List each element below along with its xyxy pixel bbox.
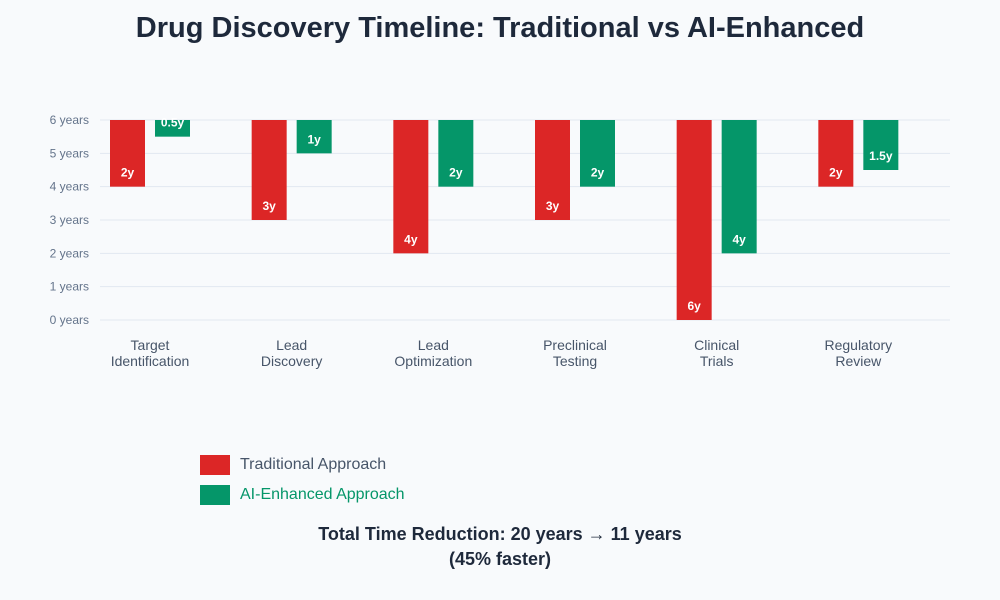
bar-value-label: 0.5y	[161, 116, 185, 130]
bar-traditional	[251, 120, 287, 220]
bar-traditional	[818, 120, 854, 187]
bar-value-label: 4y	[732, 232, 746, 246]
category-label: Testing	[553, 353, 597, 369]
y-tick-label: 0 years	[50, 313, 89, 327]
category-label: Trials	[700, 353, 734, 369]
y-tick-label: 2 years	[50, 246, 89, 260]
bar-value-label: 2y	[121, 166, 135, 180]
legend-item-ai: AI-Enhanced Approach	[200, 480, 405, 510]
y-tick-label: 6 years	[50, 113, 89, 127]
bar-ai	[721, 120, 757, 254]
summary-line-1: Total Time Reduction: 20 years → 11 year…	[318, 524, 682, 544]
bar-chart: 0 years 1 years 2 years 3 years 4 years 5 yea…	[50, 113, 950, 369]
y-tick-label: 4 years	[50, 180, 89, 194]
chart-title: Drug Discovery Timeline: Traditional vs …	[135, 12, 865, 44]
category-label: Identification	[111, 353, 190, 369]
summary: Total Time Reduction: 20 years → 11 year…	[0, 522, 1000, 572]
bar-value-label: 3y	[262, 199, 276, 213]
bar-value-label: 1y	[307, 132, 321, 146]
category-label: Regulatory	[824, 337, 892, 353]
legend-swatch-traditional	[200, 455, 230, 475]
legend-label-ai: AI-Enhanced Approach	[240, 486, 405, 503]
bar-value-label: 6y	[687, 299, 701, 313]
category-label: Review	[835, 353, 882, 369]
bar-ai	[438, 120, 474, 187]
category-label: Target	[131, 337, 170, 353]
bar-ai	[155, 120, 190, 137]
y-tick-label: 1 years	[50, 280, 89, 294]
bar-traditional	[676, 120, 712, 320]
category-label: Clinical	[694, 337, 739, 353]
y-tick-label: 5 years	[50, 146, 89, 160]
category-label: Lead	[276, 337, 307, 353]
bar-traditional	[110, 120, 145, 187]
legend-label-traditional: Traditional Approach	[240, 456, 387, 473]
bar-value-label: 4y	[404, 232, 418, 246]
legend-item-traditional: Traditional Approach	[200, 450, 405, 480]
category-label: Discovery	[261, 353, 322, 369]
bar-value-label: 3y	[546, 199, 560, 213]
bar-ai	[296, 120, 332, 154]
bar-ai	[580, 120, 615, 187]
category-label: Preclinical	[543, 337, 607, 353]
y-tick-label: 3 years	[50, 213, 89, 227]
legend: Traditional Approach AI-Enhanced Approac…	[200, 450, 405, 510]
bar-value-label: 2y	[829, 166, 843, 180]
bar-traditional	[393, 120, 429, 254]
summary-line-2: (45% faster)	[448, 549, 552, 569]
legend-swatch-ai	[200, 485, 230, 505]
bar-ai	[863, 120, 899, 170]
bar-value-label: 2y	[591, 166, 605, 180]
category-label: Lead	[418, 337, 449, 353]
bar-value-label: 2y	[449, 166, 463, 180]
bar-value-label: 1.5y	[869, 149, 893, 163]
category-label: Optimization	[394, 353, 472, 369]
bar-traditional	[535, 120, 570, 220]
